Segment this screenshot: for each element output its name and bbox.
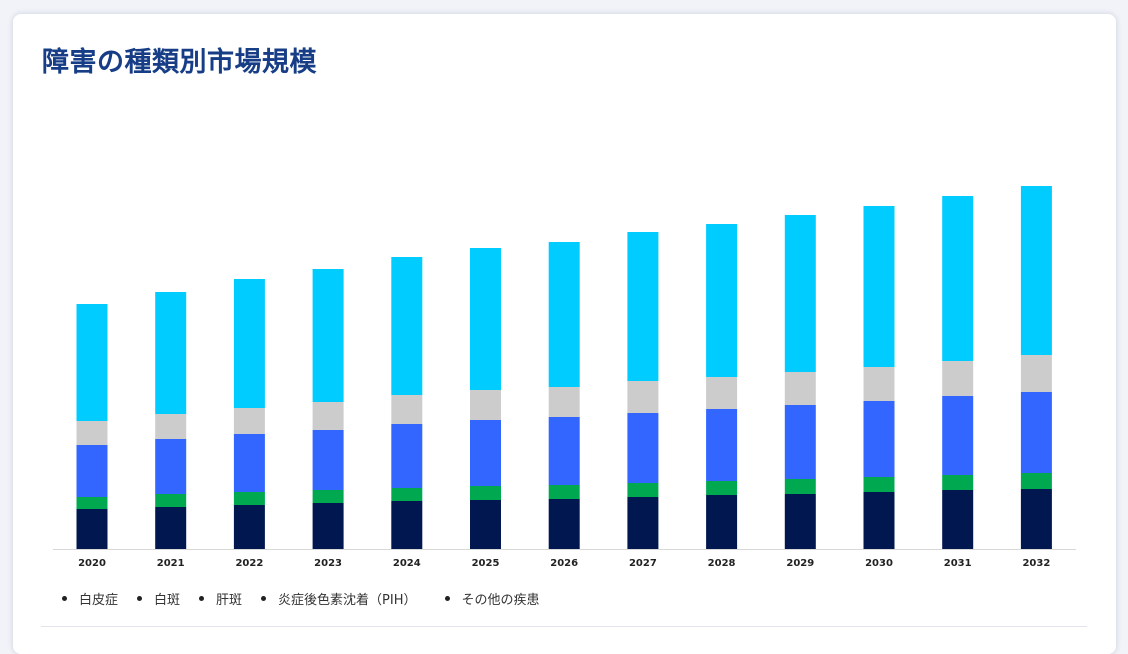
- legend: 白皮症 白斑 肝斑 炎症後色素沈着（PIH） その他の疾患: [62, 588, 559, 608]
- x-tick-label-2024: 2024: [393, 558, 421, 569]
- bar-segment-albinism-2030[interactable]: [863, 206, 895, 367]
- bar-segment-other-2020[interactable]: [76, 509, 108, 549]
- stacked-bar-chart: 2020 2021 2022 2023 2024 2025 2026 2027 2028 2029…: [53, 186, 1076, 569]
- bar-segment-pih-2029[interactable]: [784, 479, 816, 494]
- bar-segment-vitiligo-2021[interactable]: [155, 414, 187, 439]
- bar-segment-vitiligo-2022[interactable]: [233, 408, 265, 434]
- bar-segment-pih-2023[interactable]: [312, 490, 344, 503]
- bar-segment-vitiligo-2026[interactable]: [548, 387, 580, 417]
- bar-segment-other-2024[interactable]: [391, 501, 423, 549]
- bar-segment-albinism-2021[interactable]: [155, 292, 187, 414]
- bar-segment-albinism-2032[interactable]: [1020, 186, 1052, 355]
- bar-segment-pih-2032[interactable]: [1020, 473, 1052, 489]
- bar-segment-pih-2026[interactable]: [548, 485, 580, 499]
- bar-segment-melasma-2020[interactable]: [76, 445, 108, 497]
- bar-segment-albinism-2025[interactable]: [470, 248, 501, 390]
- bar-segment-vitiligo-2024[interactable]: [391, 395, 423, 424]
- legend-label: その他の疾患: [461, 592, 540, 608]
- bar-segment-pih-2028[interactable]: [706, 481, 738, 495]
- bar-segment-albinism-2026[interactable]: [548, 242, 580, 387]
- bar-segment-melasma-2022[interactable]: [233, 434, 265, 492]
- bar-segment-albinism-2023[interactable]: [312, 269, 344, 402]
- x-tick-label-2022: 2022: [235, 558, 263, 569]
- x-tick-label-2030: 2030: [865, 558, 893, 569]
- bar-segment-melasma-2030[interactable]: [863, 401, 895, 477]
- bar-segment-vitiligo-2029[interactable]: [784, 372, 816, 405]
- bar-segment-vitiligo-2025[interactable]: [470, 390, 501, 420]
- legend-bullet-icon: [444, 595, 450, 601]
- bar-segment-melasma-2031[interactable]: [942, 396, 974, 475]
- x-tick-label-2027: 2027: [629, 558, 657, 569]
- bar-segment-other-2027[interactable]: [627, 497, 659, 549]
- bar-segment-melasma-2025[interactable]: [470, 420, 501, 486]
- bar-segment-melasma-2028[interactable]: [706, 409, 738, 481]
- x-tick-label-2023: 2023: [314, 558, 342, 569]
- bar-segment-pih-2022[interactable]: [233, 492, 265, 505]
- bar-segment-melasma-2032[interactable]: [1020, 392, 1052, 473]
- x-tick-label-2031: 2031: [944, 558, 972, 569]
- bar-segment-albinism-2028[interactable]: [706, 224, 738, 377]
- legend-label: 肝斑: [216, 592, 243, 608]
- bars-group: [76, 186, 1052, 549]
- bar-segment-albinism-2031[interactable]: [942, 196, 974, 361]
- legend-item-pih[interactable]: 炎症後色素沈着（PIH）: [261, 589, 417, 608]
- bar-segment-albinism-2029[interactable]: [784, 215, 816, 372]
- bar-segment-melasma-2026[interactable]: [548, 417, 580, 485]
- bar-segment-other-2026[interactable]: [548, 499, 580, 549]
- bar-segment-pih-2025[interactable]: [470, 486, 501, 500]
- bar-segment-melasma-2021[interactable]: [155, 439, 187, 494]
- bar-segment-vitiligo-2023[interactable]: [312, 402, 344, 430]
- legend-label: 白斑: [154, 592, 181, 608]
- bar-segment-melasma-2029[interactable]: [784, 405, 816, 479]
- bar-segment-other-2021[interactable]: [155, 507, 187, 549]
- x-tick-labels: 2020 2021 2022 2023 2024 2025 2026 2027 2028 2029…: [78, 558, 1050, 569]
- legend-bullet-icon: [199, 595, 205, 601]
- bar-segment-vitiligo-2027[interactable]: [627, 381, 659, 413]
- bar-segment-albinism-2020[interactable]: [76, 304, 108, 421]
- bar-segment-other-2025[interactable]: [470, 500, 501, 549]
- bar-segment-other-2029[interactable]: [784, 494, 816, 549]
- chart-title: 障害の種類別市場規模: [42, 47, 317, 78]
- bar-segment-pih-2024[interactable]: [391, 488, 423, 501]
- legend-item-vitiligo[interactable]: 白斑: [137, 589, 180, 608]
- legend-item-albinism[interactable]: 白皮症: [62, 589, 118, 608]
- bar-segment-pih-2031[interactable]: [942, 475, 974, 490]
- bottom-divider: [41, 626, 1087, 627]
- bar-segment-vitiligo-2030[interactable]: [863, 367, 895, 401]
- bar-segment-other-2023[interactable]: [312, 503, 344, 549]
- bar-segment-vitiligo-2020[interactable]: [76, 421, 108, 445]
- bar-segment-vitiligo-2032[interactable]: [1020, 355, 1052, 392]
- legend-label: 白皮症: [79, 592, 119, 608]
- x-tick-label-2028: 2028: [708, 558, 736, 569]
- bar-segment-vitiligo-2028[interactable]: [706, 377, 738, 409]
- bar-segment-pih-2030[interactable]: [863, 477, 895, 492]
- bar-segment-pih-2020[interactable]: [76, 497, 108, 509]
- bar-segment-other-2022[interactable]: [233, 505, 265, 549]
- bar-segment-melasma-2024[interactable]: [391, 424, 423, 488]
- x-tick-label-2025: 2025: [472, 558, 500, 569]
- bar-segment-vitiligo-2031[interactable]: [942, 361, 974, 396]
- x-tick-label-2029: 2029: [786, 558, 814, 569]
- x-tick-label-2021: 2021: [157, 558, 185, 569]
- legend-item-melasma[interactable]: 肝斑: [199, 589, 242, 608]
- bar-segment-pih-2021[interactable]: [155, 494, 187, 507]
- legend-bullet-icon: [62, 595, 67, 601]
- x-tick-label-2026: 2026: [550, 558, 578, 569]
- legend-item-other[interactable]: その他の疾患: [444, 589, 540, 608]
- x-tick-label-2020: 2020: [78, 558, 106, 569]
- bar-segment-albinism-2024[interactable]: [391, 257, 423, 395]
- bar-segment-other-2028[interactable]: [706, 495, 738, 549]
- bar-segment-other-2031[interactable]: [942, 490, 974, 549]
- bar-segment-other-2032[interactable]: [1020, 489, 1052, 549]
- bar-segment-other-2030[interactable]: [863, 492, 895, 549]
- legend-bullet-icon: [137, 595, 143, 601]
- bar-segment-melasma-2023[interactable]: [312, 430, 344, 490]
- legend-bullet-icon: [261, 595, 267, 601]
- legend-label: 炎症後色素沈着（PIH）: [278, 592, 417, 608]
- bar-segment-melasma-2027[interactable]: [627, 413, 659, 483]
- x-tick-label-2032: 2032: [1022, 558, 1050, 569]
- bar-segment-pih-2027[interactable]: [627, 483, 659, 497]
- bar-segment-albinism-2027[interactable]: [627, 232, 659, 381]
- bar-segment-albinism-2022[interactable]: [233, 279, 265, 408]
